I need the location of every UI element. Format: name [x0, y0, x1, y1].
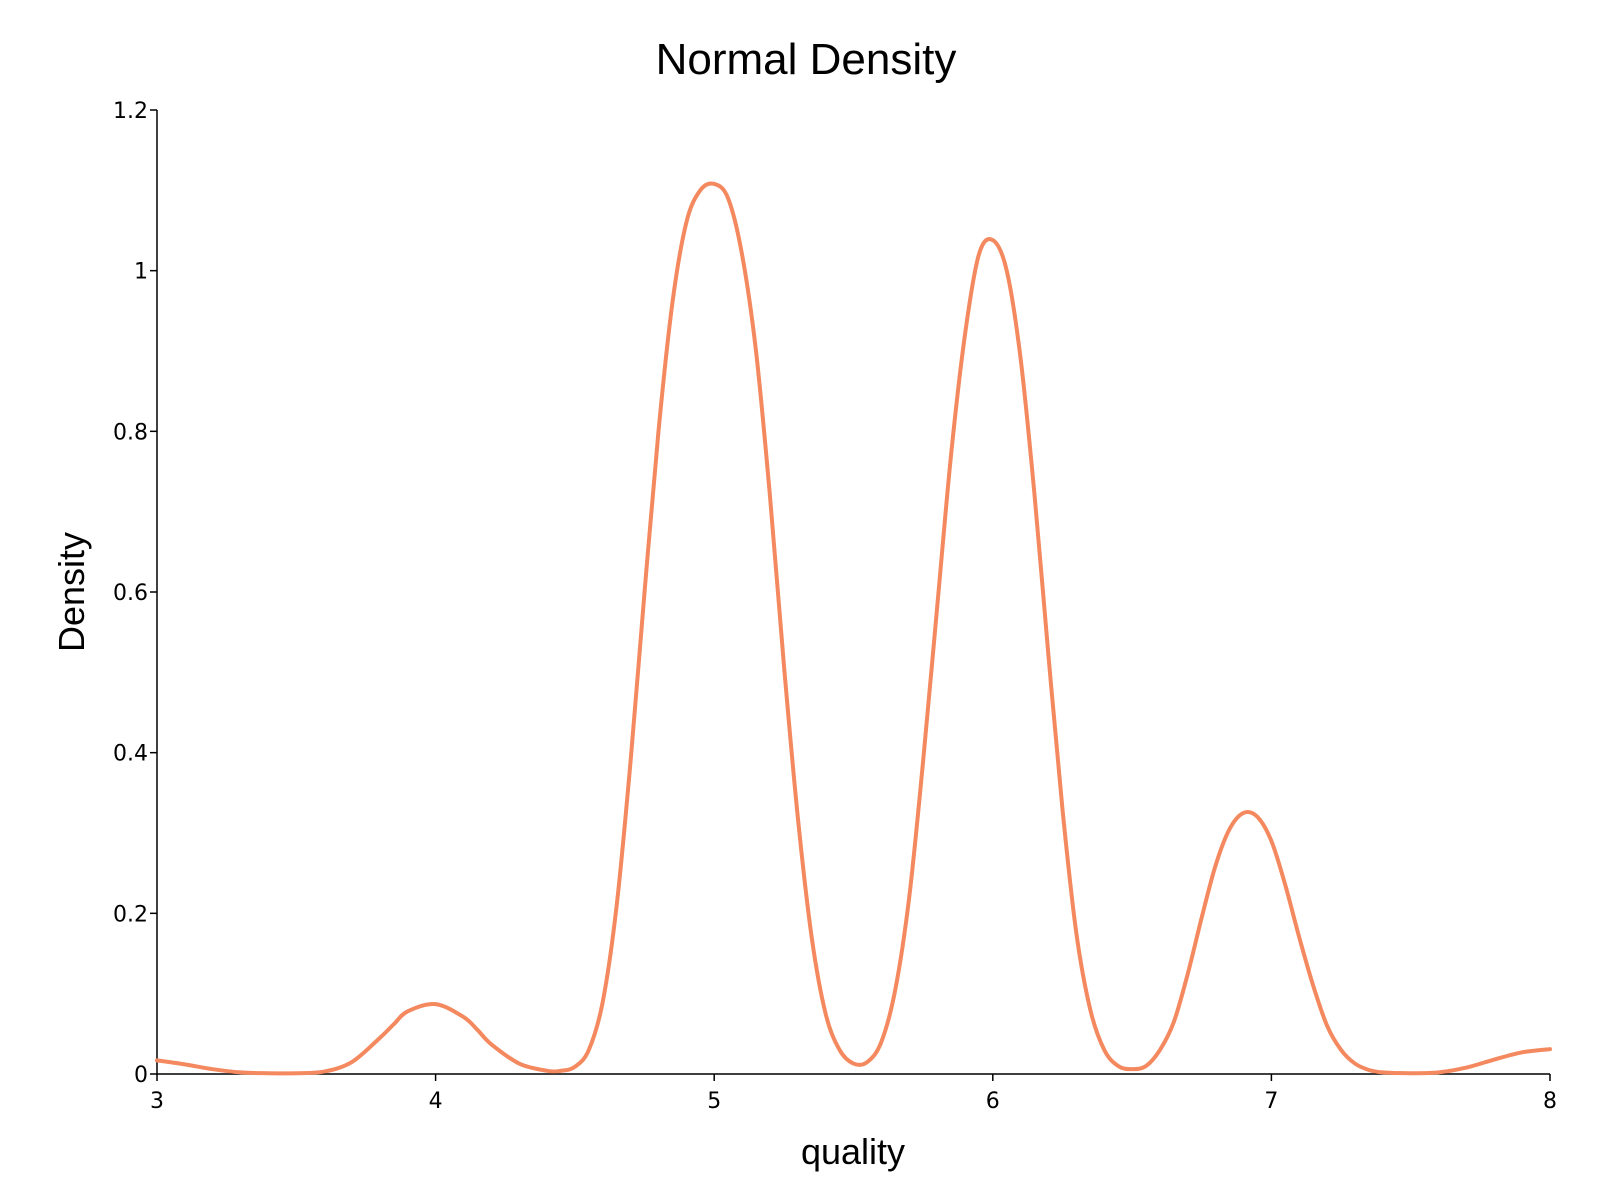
- y-ticks: 0 0.2 0.4 0.6 0.8 1 1.2: [113, 99, 157, 1088]
- x-tick-label: 4: [429, 1089, 443, 1114]
- y-tick-label: 0.2: [113, 902, 148, 927]
- y-tick-label: 0: [134, 1063, 148, 1088]
- y-axis-label: Density: [51, 532, 92, 652]
- x-tick-label: 5: [707, 1089, 721, 1114]
- x-tick-label: 8: [1543, 1089, 1557, 1114]
- x-axis-label: quality: [801, 1131, 905, 1172]
- y-tick-label: 1: [134, 260, 148, 285]
- y-tick-label: 0.8: [113, 420, 148, 445]
- x-tick-label: 3: [150, 1089, 164, 1114]
- x-ticks: 3 4 5 6 7 8: [150, 1074, 1557, 1114]
- y-tick-label: 0.4: [113, 742, 148, 767]
- density-series-line: [155, 181, 1552, 1076]
- series-group: [155, 181, 1552, 1076]
- x-tick-label: 6: [986, 1089, 1000, 1114]
- chart-title: Normal Density: [656, 35, 957, 84]
- y-tick-label: 1.2: [113, 99, 148, 124]
- x-tick-label: 7: [1264, 1089, 1278, 1114]
- y-tick-label: 0.6: [113, 581, 148, 606]
